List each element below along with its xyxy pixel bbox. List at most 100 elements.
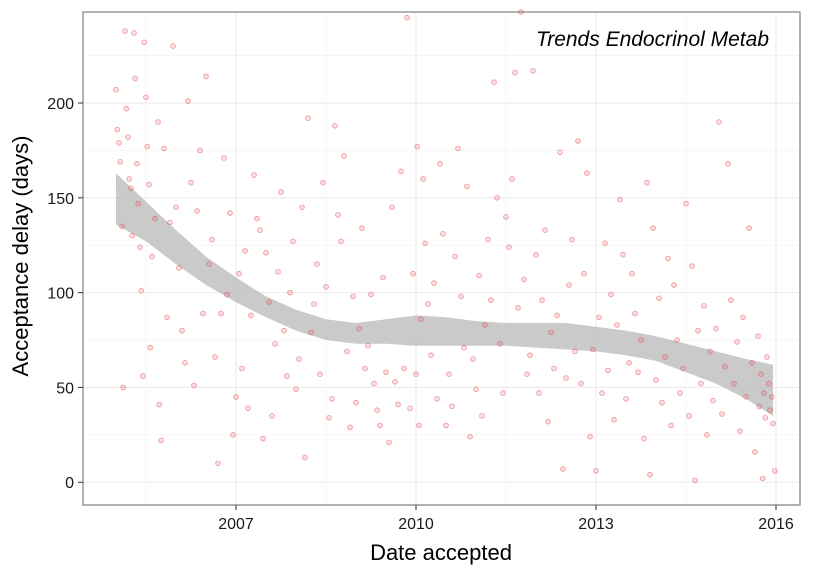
data-point — [398, 168, 404, 175]
data-point — [156, 401, 163, 408]
data-point — [746, 225, 752, 232]
data-point — [509, 176, 515, 182]
data-point — [749, 359, 755, 366]
data-point — [434, 395, 440, 402]
data-point — [767, 407, 773, 414]
data-point — [734, 339, 740, 345]
data-point — [152, 215, 158, 222]
data-point — [659, 399, 665, 406]
data-point — [132, 75, 139, 82]
data-point — [635, 369, 641, 376]
data-point — [254, 215, 260, 222]
data-point — [737, 428, 743, 434]
data-point — [302, 454, 308, 461]
data-point — [314, 261, 320, 268]
data-point — [242, 248, 248, 254]
data-point — [759, 475, 766, 482]
data-point — [626, 359, 632, 366]
data-point — [503, 214, 509, 220]
data-point — [275, 268, 281, 275]
data-point — [521, 276, 527, 283]
data-point — [383, 369, 389, 376]
data-point — [665, 255, 671, 262]
data-point — [320, 179, 326, 186]
data-point — [182, 359, 188, 366]
data-point — [116, 140, 122, 146]
data-point — [653, 377, 659, 383]
data-point — [560, 466, 566, 472]
smooth-confidence-band — [116, 173, 773, 416]
data-point — [494, 195, 500, 201]
data-point — [141, 39, 148, 46]
data-point — [512, 69, 518, 76]
data-point — [500, 390, 506, 396]
data-point — [629, 270, 635, 277]
data-point — [584, 170, 590, 177]
data-point — [308, 329, 314, 336]
data-point — [236, 270, 242, 277]
y-tick-label: 100 — [47, 286, 74, 303]
data-point — [173, 204, 179, 211]
data-point — [290, 238, 296, 245]
data-point — [596, 314, 602, 321]
data-point — [224, 291, 230, 298]
data-point — [515, 304, 521, 311]
data-point — [762, 414, 768, 421]
panel-title: Trends Endocrinol Metab — [536, 28, 769, 51]
data-point — [569, 236, 575, 243]
data-point — [428, 352, 434, 359]
data-point — [668, 422, 674, 429]
data-point — [194, 208, 200, 214]
data-point — [248, 312, 254, 319]
data-point — [377, 422, 383, 429]
data-point — [740, 314, 746, 321]
data-point — [144, 143, 151, 150]
y-tick-label: 200 — [47, 96, 74, 113]
data-point — [707, 348, 713, 355]
data-point — [296, 356, 302, 362]
data-point — [479, 413, 485, 419]
data-point — [137, 244, 143, 250]
data-point — [251, 172, 257, 178]
data-point — [120, 384, 126, 391]
data-point — [200, 310, 206, 317]
data-point — [138, 287, 145, 294]
data-point — [293, 386, 299, 393]
data-point — [566, 282, 572, 288]
data-point — [527, 352, 533, 359]
data-point — [209, 236, 215, 243]
data-point — [683, 200, 689, 207]
data-point — [135, 200, 142, 207]
data-point — [686, 413, 692, 419]
data-point — [662, 354, 668, 360]
data-point — [620, 251, 626, 258]
data-point — [431, 280, 437, 286]
data-point — [362, 365, 368, 372]
data-point — [650, 225, 656, 232]
data-point — [437, 160, 443, 167]
data-point — [647, 471, 653, 478]
data-point — [674, 337, 680, 343]
data-point — [176, 265, 182, 271]
data-point — [695, 327, 701, 334]
data-point — [417, 316, 424, 323]
data-point — [230, 431, 236, 438]
data-point — [539, 297, 545, 304]
data-point — [680, 365, 686, 372]
data-point — [692, 477, 698, 484]
data-point — [698, 380, 704, 387]
data-point — [765, 380, 772, 387]
data-point — [548, 329, 554, 336]
data-point — [335, 212, 341, 218]
data-point — [623, 395, 629, 402]
data-point — [422, 240, 428, 247]
data-point — [725, 160, 731, 167]
data-point — [128, 185, 134, 192]
data-point — [284, 373, 290, 379]
data-point — [305, 115, 311, 121]
data-point — [470, 356, 476, 362]
data-point — [126, 176, 132, 182]
data-point — [689, 263, 695, 269]
data-point — [551, 365, 557, 372]
data-point — [530, 68, 536, 74]
